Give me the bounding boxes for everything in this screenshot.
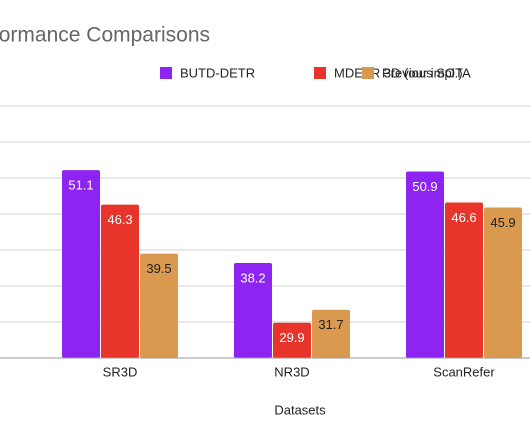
x-tick-label: SR3D — [103, 364, 138, 379]
bar — [140, 253, 178, 358]
data-label: 45.9 — [490, 215, 515, 230]
data-label: 51.1 — [68, 178, 93, 193]
data-label: 50.9 — [412, 179, 437, 194]
legend-swatch — [362, 67, 374, 79]
chart-title: Performance Comparisons — [0, 24, 210, 47]
legend-swatch — [314, 67, 326, 79]
legend-swatch — [160, 67, 172, 79]
bar — [101, 204, 139, 358]
x-tick-label: ScanRefer — [433, 364, 495, 379]
legend-label: BUTD-DETR — [180, 65, 255, 80]
x-axis-label: Datasets — [274, 402, 326, 417]
bar — [62, 170, 100, 358]
data-label: 39.5 — [146, 261, 171, 276]
legend-label: Previous SOTA — [382, 65, 471, 80]
data-label: 46.6 — [451, 210, 476, 225]
data-label: 29.9 — [279, 330, 304, 345]
bar — [234, 262, 272, 358]
bar — [273, 322, 311, 358]
data-label: 31.7 — [318, 317, 343, 332]
data-label: 46.3 — [107, 212, 132, 227]
bar — [445, 202, 483, 358]
data-label: 38.2 — [240, 270, 265, 285]
bar — [484, 207, 522, 358]
x-tick-label: NR3D — [274, 364, 309, 379]
bar — [312, 309, 350, 358]
bar — [406, 171, 444, 358]
